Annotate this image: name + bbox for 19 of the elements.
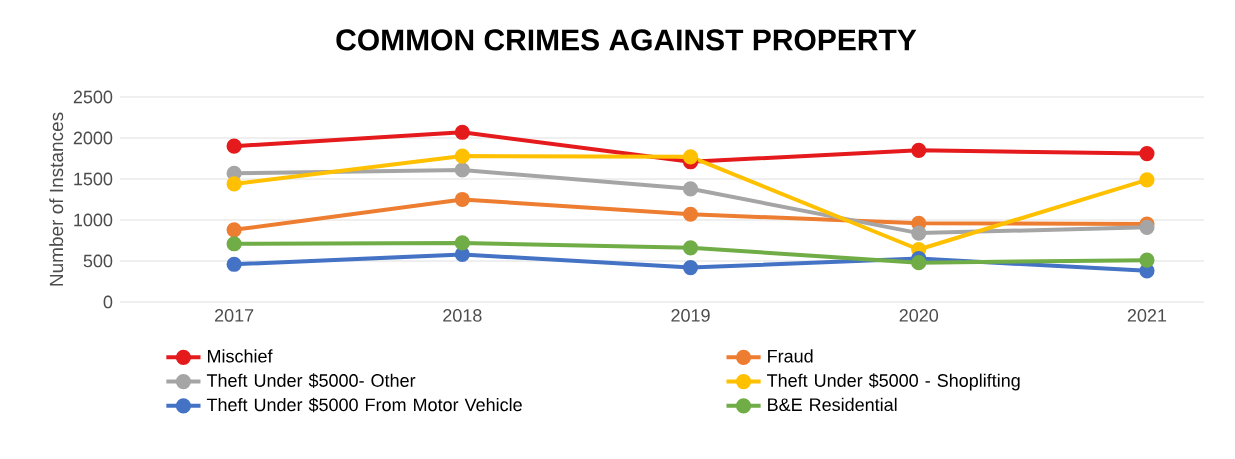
y-tick-label: 2500 xyxy=(73,90,113,104)
legend-label: Theft Under $5000 - Shoplifting xyxy=(767,373,1020,391)
x-tick-label: 2018 xyxy=(443,309,482,322)
legend-label: B&E Residential xyxy=(768,397,897,412)
legend-label: Mischief xyxy=(207,349,273,363)
y-tick-label: 1500 xyxy=(74,172,113,186)
x-tick-label: 2017 xyxy=(215,309,254,322)
y-tick-label: 2000 xyxy=(73,131,113,145)
y-axis-title: Number of Instances xyxy=(49,112,64,286)
x-tick-label: 2019 xyxy=(671,309,710,322)
x-tick-label: 2021 xyxy=(1127,309,1167,322)
y-tick-label: 500 xyxy=(83,254,113,268)
x-tick-label: 2020 xyxy=(899,309,939,322)
legend-label: Theft Under $5000 From Motor Vehicle xyxy=(206,397,522,413)
legend-label: Theft Under $5000- Other xyxy=(206,373,416,388)
chart-title: COMMON CRIMES AGAINST PROPERTY xyxy=(336,29,917,51)
y-tick-label: 0 xyxy=(103,295,113,309)
y-tick-label: 1000 xyxy=(74,213,113,227)
legend-label: Fraud xyxy=(768,349,813,363)
